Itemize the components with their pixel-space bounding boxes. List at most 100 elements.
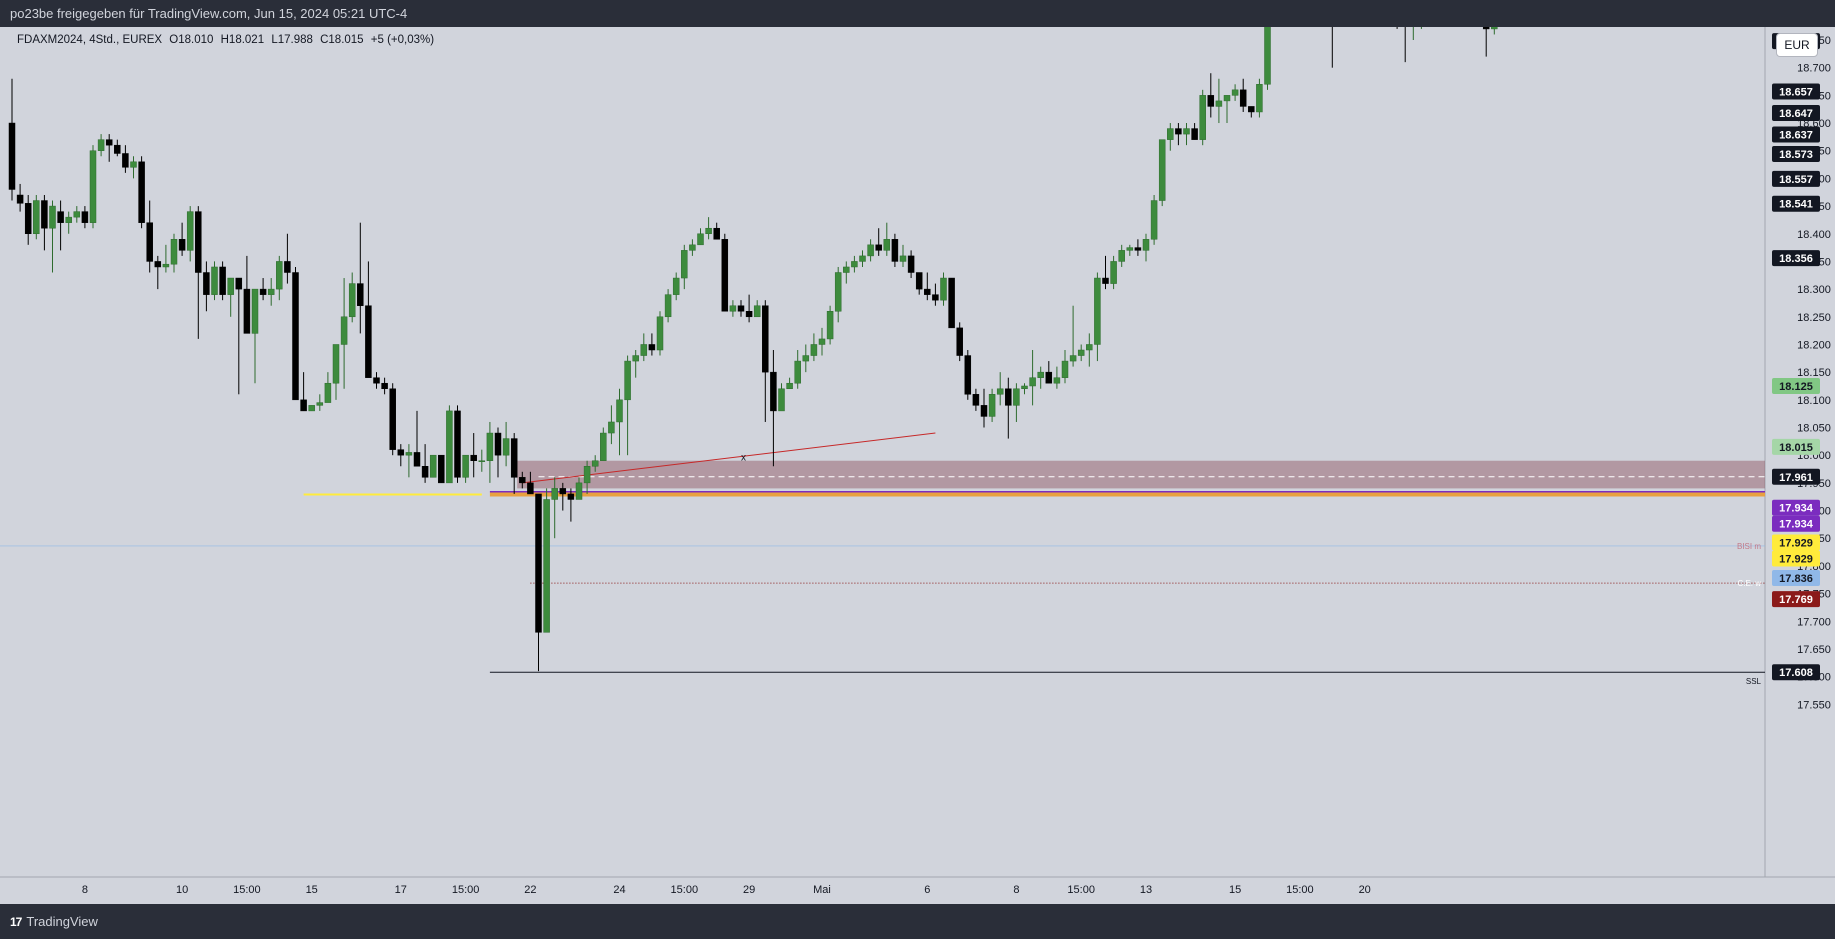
candle-body <box>632 355 639 362</box>
candle-body <box>1207 95 1215 107</box>
candle-body <box>65 216 72 223</box>
candle-body <box>932 294 939 301</box>
candle-body <box>1248 106 1255 113</box>
candle-body <box>73 211 81 218</box>
candle-body <box>616 399 623 423</box>
legend-close: C18.015 <box>320 34 364 46</box>
candle-body <box>778 388 785 412</box>
candle-body <box>810 344 818 356</box>
candle-body <box>1005 388 1012 406</box>
candle-body <box>543 499 550 633</box>
price-label: 18.647 <box>1779 108 1813 120</box>
price-label: 17.769 <box>1779 594 1813 606</box>
candle-body <box>170 239 178 265</box>
price-label: 18.125 <box>1779 381 1813 393</box>
candle-body <box>373 377 380 384</box>
price-label: 17.961 <box>1779 472 1813 484</box>
legend-open: O18.010 <box>169 34 214 46</box>
share-header: po23be freigegeben für TradingView.com, … <box>0 0 1835 27</box>
candle-body <box>1045 371 1053 384</box>
candle-body <box>502 438 510 456</box>
candle-body <box>446 410 453 484</box>
price-label-bg <box>1772 195 1820 212</box>
candle-body <box>859 255 866 262</box>
legend-change: +5 (+0,03%) <box>370 34 435 46</box>
candle-body <box>1239 89 1247 107</box>
candle-body <box>259 288 267 295</box>
candle-body <box>948 277 955 329</box>
candle-body <box>980 405 988 417</box>
candle-body <box>608 421 615 434</box>
candle-body <box>186 211 194 251</box>
price-label: 17.836 <box>1779 573 1813 585</box>
candle-body <box>745 311 753 318</box>
candle-body <box>875 244 882 251</box>
candle-body <box>867 244 874 257</box>
price-label-bg <box>1772 145 1820 162</box>
price-label: 17.934 <box>1779 519 1814 531</box>
candle-body <box>834 272 842 312</box>
candle-body <box>308 405 315 412</box>
candle-body <box>964 355 972 395</box>
candle-body <box>770 371 777 412</box>
candle-body <box>1134 247 1142 251</box>
candle-body <box>519 477 526 484</box>
x-tick-label: 8 <box>82 884 88 896</box>
candle-body <box>1231 89 1239 96</box>
candle-body <box>1183 128 1190 135</box>
y-tick-label: 17.650 <box>1797 644 1831 656</box>
candle-body <box>1215 100 1223 107</box>
candle-body <box>1069 355 1077 362</box>
level-tag: C.E. w <box>1737 579 1761 588</box>
candle-body <box>583 466 591 484</box>
level-tag: BISI m <box>1737 542 1761 551</box>
price-label-bg <box>1772 170 1820 187</box>
x-tick-label: 15 <box>1229 884 1241 896</box>
legend-symbol[interactable]: FDAXM2024, 4Std., EUREX <box>17 34 163 46</box>
level-tag: SSL <box>1746 677 1762 686</box>
y-tick-label: 17.700 <box>1797 616 1831 628</box>
candle-body <box>178 239 186 251</box>
y-tick-label: 18.300 <box>1797 284 1831 296</box>
candle-body <box>1199 95 1206 140</box>
price-label-bg <box>1772 250 1820 267</box>
candle-body <box>8 122 16 190</box>
candle-body <box>97 139 105 151</box>
candle-body <box>251 288 259 334</box>
candle-body <box>1256 84 1263 113</box>
price-label: 17.929 <box>1779 537 1813 549</box>
candle-body <box>413 452 421 467</box>
trendline[interactable] <box>522 432 936 484</box>
tradingview-logo[interactable]: 17 TradingView <box>10 914 98 929</box>
candle-body <box>818 338 826 345</box>
candle-body <box>114 144 121 154</box>
candle-body <box>996 388 1004 395</box>
price-label-bg <box>1772 438 1820 455</box>
candle-body <box>227 277 234 295</box>
candle-body <box>681 250 688 279</box>
candle-body <box>33 200 40 235</box>
y-tick-label: 18.150 <box>1797 367 1831 379</box>
candle-body <box>527 482 534 495</box>
candle-body <box>640 344 648 356</box>
candle-body <box>1086 344 1093 351</box>
symbol-legend: FDAXM2024, 4Std., EUREX O18.010 H18.021 … <box>17 34 438 46</box>
fvg-zone <box>517 460 1766 489</box>
candle-body <box>203 272 210 295</box>
candle-body <box>1491 27 1498 30</box>
price-label-bg <box>1772 105 1820 122</box>
candle-body <box>915 272 923 290</box>
candle-body <box>689 244 696 251</box>
candle-body <box>397 449 405 456</box>
candle-body <box>786 382 793 390</box>
currency-button[interactable]: EUR <box>1777 34 1817 56</box>
x-tick-label: 15:00 <box>1067 884 1095 896</box>
candle-body <box>1142 239 1150 251</box>
candle-body <box>907 255 915 273</box>
candle-body <box>551 488 558 500</box>
price-label-bg <box>1772 377 1820 394</box>
candle-body <box>211 266 218 295</box>
candle-body <box>1167 128 1174 140</box>
